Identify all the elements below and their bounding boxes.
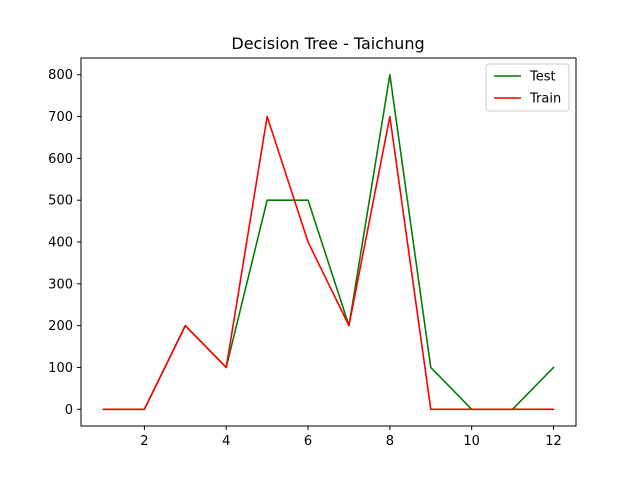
y-tick-label-100: 100 xyxy=(48,361,73,376)
y-tick-label-400: 400 xyxy=(48,236,73,251)
x-tick-label-6: 6 xyxy=(304,434,312,449)
legend-label-train: Train xyxy=(529,92,561,107)
y-tick-label-200: 200 xyxy=(48,319,73,334)
x-tick-label-12: 12 xyxy=(545,434,562,449)
x-tick-label-2: 2 xyxy=(140,434,148,449)
legend: Test Train xyxy=(485,63,570,112)
x-tick-label-4: 4 xyxy=(222,434,230,449)
y-tick-label-500: 500 xyxy=(48,194,73,209)
y-tick-label-700: 700 xyxy=(48,110,73,125)
x-tick-label-8: 8 xyxy=(386,434,394,449)
axes-layer: 2 4 6 8 10 12 0 100 200 300 400 500 600 700 800 xyxy=(48,57,577,449)
y-tick-label-300: 300 xyxy=(48,277,73,292)
x-tick-label-10: 10 xyxy=(463,434,480,449)
chart-title: Decision Tree - Taichung xyxy=(231,34,424,53)
y-tick-label-600: 600 xyxy=(48,152,73,167)
y-tick-label-800: 800 xyxy=(48,68,73,83)
series-line-train xyxy=(102,115,555,411)
y-tick-label-0: 0 xyxy=(65,403,73,418)
legend-label-test: Test xyxy=(529,70,556,85)
series-layer xyxy=(102,73,555,411)
